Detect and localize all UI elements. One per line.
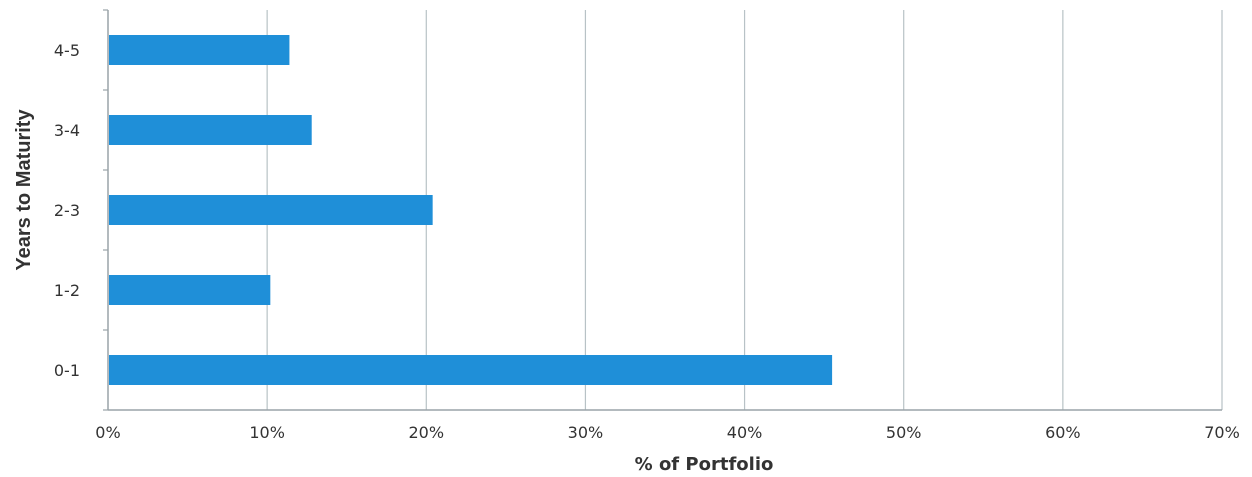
x-tick-label: 70% [1204,423,1240,442]
x-axis-title: % of Portfolio [635,454,774,475]
x-tick-label: 30% [568,423,604,442]
bars [109,35,833,385]
y-tick-label: 3-4 [54,121,80,140]
bar-1-2 [109,275,271,305]
bar-3-4 [109,115,312,145]
y-tick-labels: 0-1 1-2 2-3 3-4 4-5 [54,41,80,380]
bar-0-1 [109,355,833,385]
axes [103,9,1222,411]
bar-4-5 [109,35,290,65]
y-tick-label: 4-5 [54,41,80,60]
y-tick-label: 0-1 [54,361,80,380]
y-axis-title: Years to Maturity [13,109,35,271]
x-tick-label: 10% [249,423,285,442]
x-tick-label: 0% [95,423,120,442]
gridlines [266,10,1223,410]
y-tick-label: 2-3 [54,201,80,220]
y-tick-label: 1-2 [54,281,80,300]
bar-2-3 [109,195,433,225]
x-tick-label: 50% [886,423,922,442]
x-tick-labels: 0% 10% 20% 30% 40% 50% 60% 70% [95,423,1239,442]
x-tick-label: 60% [1045,423,1081,442]
x-tick-label: 40% [727,423,763,442]
x-tick-label: 20% [409,423,445,442]
